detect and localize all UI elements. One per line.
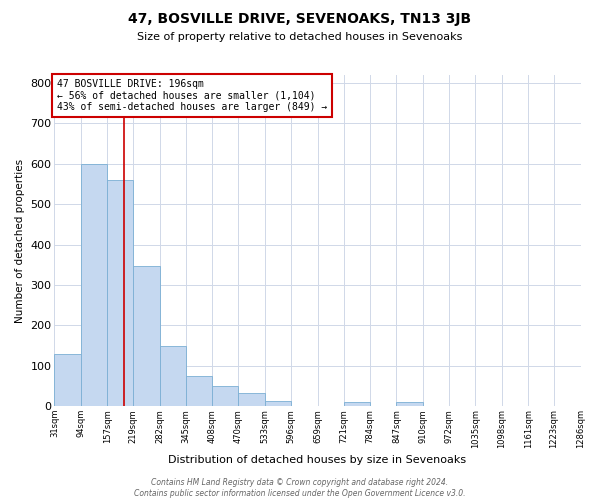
Bar	[81, 164, 107, 406]
Bar	[397, 402, 423, 406]
Bar	[344, 402, 370, 406]
X-axis label: Distribution of detached houses by size in Sevenoaks: Distribution of detached houses by size …	[169, 455, 467, 465]
Text: 47, BOSVILLE DRIVE, SEVENOAKS, TN13 3JB: 47, BOSVILLE DRIVE, SEVENOAKS, TN13 3JB	[128, 12, 472, 26]
Bar	[133, 266, 160, 406]
Bar	[107, 180, 133, 406]
Bar	[186, 376, 212, 406]
Text: 47 BOSVILLE DRIVE: 196sqm
← 56% of detached houses are smaller (1,104)
43% of se: 47 BOSVILLE DRIVE: 196sqm ← 56% of detac…	[56, 79, 327, 112]
Text: Contains HM Land Registry data © Crown copyright and database right 2024.
Contai: Contains HM Land Registry data © Crown c…	[134, 478, 466, 498]
Bar	[55, 354, 81, 406]
Bar	[265, 402, 291, 406]
Bar	[238, 393, 265, 406]
Y-axis label: Number of detached properties: Number of detached properties	[15, 158, 25, 322]
Bar	[212, 386, 238, 406]
Bar	[160, 346, 186, 406]
Text: Size of property relative to detached houses in Sevenoaks: Size of property relative to detached ho…	[137, 32, 463, 42]
